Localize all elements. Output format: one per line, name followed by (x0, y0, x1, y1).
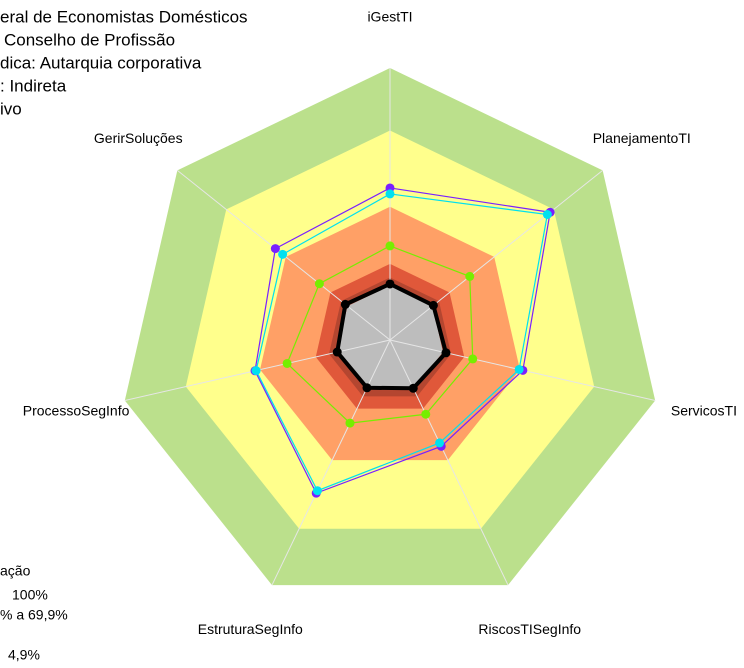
axis-label: GerirSoluções (94, 130, 183, 146)
point (345, 418, 355, 428)
point (435, 438, 445, 448)
point (312, 486, 322, 496)
title-line: : Indireta (0, 76, 67, 95)
title-line: Conselho de Profissão (4, 30, 175, 49)
point (270, 244, 280, 254)
series-line (255, 193, 549, 492)
point (314, 279, 324, 289)
series-line (254, 187, 551, 494)
axis-label: ServicosTI (671, 402, 737, 418)
axis-label: RiscosTISegInfo (478, 621, 581, 637)
series-line (335, 281, 449, 391)
legend-text: 4,9% (8, 647, 40, 663)
point (385, 241, 395, 251)
point (332, 347, 342, 357)
title-line: eral de Economistas Domésticos (0, 7, 248, 26)
point (441, 348, 451, 358)
spoke (271, 339, 391, 586)
series-line (286, 245, 474, 424)
point (251, 366, 261, 376)
axis-label: EstruturaSegInfo (198, 621, 303, 637)
title-line: ivo (0, 99, 22, 118)
point (340, 299, 350, 309)
point (542, 210, 552, 220)
legend-text: 100% (12, 587, 48, 603)
point (468, 354, 478, 364)
title-line: dica: Autarquia corporativa (0, 53, 202, 72)
point (421, 409, 431, 419)
legend-text: % a 69,9% (0, 607, 68, 623)
point (514, 364, 524, 374)
axis-label: iGestTI (367, 9, 412, 25)
point (282, 358, 292, 368)
point (385, 279, 395, 289)
legend-text: ação (0, 563, 31, 579)
point (428, 300, 438, 310)
spoke (389, 339, 509, 586)
point (385, 189, 395, 199)
point (408, 383, 418, 393)
point (465, 271, 475, 281)
axis-label: ProcessoSegInfo (23, 402, 130, 418)
point (278, 249, 288, 259)
spoke (389, 170, 603, 341)
axis-label: PlanejamentoTI (593, 130, 691, 146)
point (362, 383, 372, 393)
